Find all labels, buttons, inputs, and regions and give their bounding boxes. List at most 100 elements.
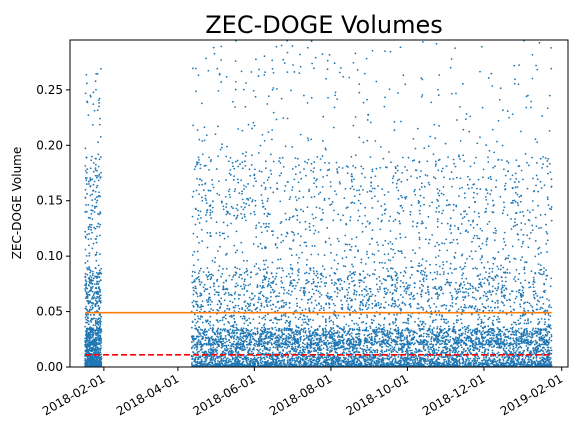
data-point bbox=[456, 292, 458, 295]
data-point bbox=[418, 265, 421, 267]
data-point bbox=[541, 334, 544, 337]
data-point bbox=[370, 335, 373, 338]
data-point bbox=[100, 353, 103, 356]
data-point bbox=[230, 347, 233, 350]
data-point bbox=[527, 164, 530, 167]
data-point bbox=[445, 308, 447, 310]
data-point bbox=[426, 363, 429, 366]
data-point bbox=[545, 223, 547, 226]
data-point bbox=[196, 177, 198, 180]
data-point bbox=[96, 199, 99, 202]
data-point bbox=[307, 318, 310, 321]
data-point bbox=[379, 288, 381, 291]
data-point bbox=[428, 351, 430, 354]
data-point bbox=[98, 102, 101, 104]
data-point bbox=[368, 298, 370, 301]
data-point bbox=[302, 339, 305, 342]
data-point bbox=[90, 308, 93, 311]
data-point bbox=[295, 284, 297, 287]
data-point bbox=[215, 232, 218, 234]
data-point bbox=[262, 295, 265, 298]
data-point bbox=[190, 326, 193, 329]
data-point bbox=[262, 222, 265, 225]
data-point bbox=[299, 313, 302, 316]
data-point bbox=[431, 351, 434, 353]
data-point bbox=[414, 193, 417, 196]
data-point bbox=[404, 304, 407, 306]
data-point bbox=[232, 346, 235, 348]
data-point bbox=[423, 332, 425, 335]
data-point bbox=[388, 151, 390, 153]
data-point bbox=[222, 340, 225, 343]
data-point bbox=[534, 332, 537, 335]
data-point bbox=[92, 340, 95, 343]
data-point bbox=[488, 220, 491, 223]
data-point bbox=[399, 250, 401, 253]
data-point bbox=[282, 333, 285, 336]
data-point bbox=[379, 324, 382, 327]
data-point bbox=[355, 322, 358, 325]
data-point bbox=[537, 263, 540, 266]
data-point bbox=[529, 320, 532, 323]
data-point bbox=[513, 278, 515, 280]
data-point bbox=[384, 329, 386, 332]
data-point bbox=[288, 284, 291, 287]
data-point bbox=[283, 360, 285, 363]
data-point bbox=[392, 175, 395, 178]
data-point bbox=[94, 321, 97, 324]
data-point bbox=[358, 294, 361, 296]
data-point bbox=[513, 301, 516, 304]
data-point bbox=[498, 361, 501, 364]
data-point bbox=[278, 292, 281, 295]
data-point bbox=[465, 229, 468, 232]
data-point bbox=[487, 291, 489, 293]
data-point bbox=[387, 345, 389, 348]
data-point bbox=[194, 223, 197, 226]
data-point bbox=[266, 103, 269, 105]
data-point bbox=[431, 233, 434, 236]
data-point bbox=[482, 321, 485, 324]
data-point bbox=[218, 231, 221, 234]
data-point bbox=[94, 304, 97, 307]
data-point bbox=[503, 304, 505, 307]
data-point bbox=[303, 338, 306, 340]
data-point bbox=[547, 204, 550, 206]
data-point bbox=[462, 272, 465, 275]
data-point bbox=[501, 355, 504, 358]
data-point bbox=[492, 262, 495, 265]
data-point bbox=[206, 276, 209, 278]
data-point bbox=[418, 236, 421, 239]
data-point bbox=[533, 293, 535, 296]
data-point bbox=[345, 334, 347, 337]
data-point bbox=[414, 320, 416, 323]
data-point bbox=[263, 213, 266, 215]
data-point bbox=[250, 310, 253, 312]
data-point bbox=[429, 346, 432, 349]
data-point bbox=[544, 313, 547, 316]
data-point bbox=[365, 351, 368, 354]
data-point bbox=[318, 360, 321, 363]
data-point bbox=[85, 156, 88, 159]
data-point bbox=[384, 239, 387, 242]
data-point bbox=[531, 306, 534, 309]
data-point bbox=[94, 227, 97, 230]
data-point bbox=[382, 323, 385, 326]
data-point bbox=[387, 191, 390, 193]
data-point bbox=[519, 305, 522, 308]
data-point bbox=[445, 304, 448, 307]
data-point bbox=[295, 333, 297, 335]
data-point bbox=[232, 357, 235, 360]
data-point bbox=[297, 268, 300, 270]
data-point bbox=[346, 172, 349, 175]
data-point bbox=[90, 223, 93, 226]
data-point bbox=[94, 167, 97, 169]
data-point bbox=[320, 307, 323, 310]
data-point bbox=[88, 244, 90, 247]
data-point bbox=[401, 196, 404, 199]
data-point bbox=[435, 314, 438, 316]
data-point bbox=[374, 175, 377, 178]
data-point bbox=[99, 331, 102, 334]
data-point bbox=[216, 67, 219, 70]
data-point bbox=[245, 354, 248, 357]
data-point bbox=[468, 359, 471, 362]
